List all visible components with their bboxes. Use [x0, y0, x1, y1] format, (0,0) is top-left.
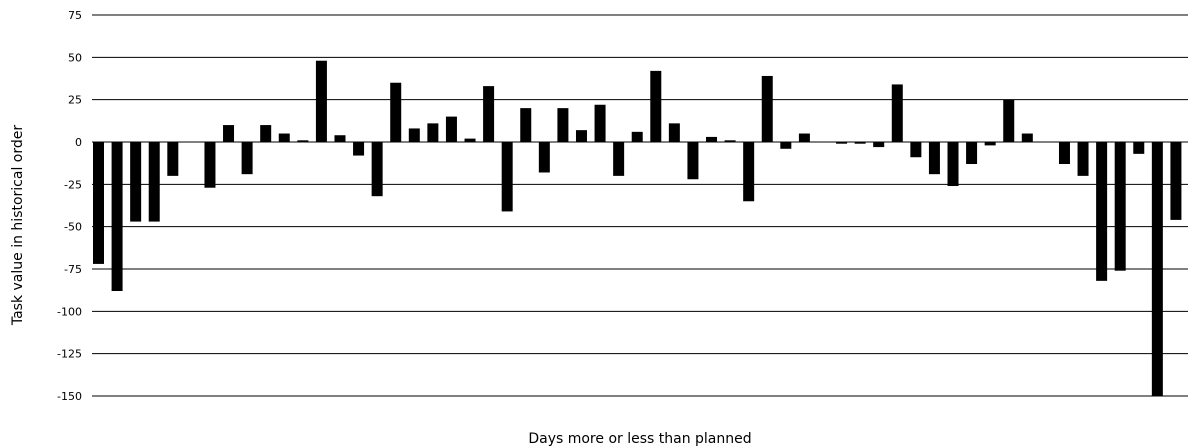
y-tick-label: -25: [64, 178, 82, 191]
bar: [464, 138, 476, 142]
bar: [984, 142, 996, 146]
bar: [650, 70, 662, 142]
bar: [223, 125, 235, 142]
bar: [1021, 133, 1033, 142]
bar: [1133, 142, 1145, 154]
bar: [854, 142, 866, 144]
bar: [928, 142, 940, 175]
bar: [445, 116, 457, 142]
bar: [427, 123, 439, 142]
bar: [1151, 142, 1163, 396]
bar: [1003, 99, 1015, 142]
bar: [966, 142, 978, 165]
bar: [371, 142, 383, 197]
bar: [278, 133, 290, 142]
y-axis-title: Task value in historical order: [10, 125, 26, 327]
y-tick-label: -100: [57, 305, 82, 318]
bar: [204, 142, 216, 188]
bar: [724, 140, 736, 142]
bar: [836, 142, 848, 144]
bar: [891, 84, 903, 142]
bar: [780, 142, 792, 149]
bar: [148, 142, 160, 222]
bar: [93, 142, 104, 264]
bar: [761, 75, 773, 142]
y-tick-label: 75: [68, 9, 82, 22]
y-tick-label: -125: [57, 348, 82, 361]
bar: [594, 104, 606, 142]
bar: [408, 128, 420, 142]
bars: [93, 60, 1182, 396]
bar: [390, 82, 402, 142]
bar: [1058, 142, 1070, 165]
bar: [501, 142, 513, 212]
y-tick-label: 0: [75, 136, 82, 149]
gridlines: [92, 14, 1188, 397]
bar: [260, 125, 272, 142]
bar: [1077, 142, 1089, 176]
bar: [1096, 142, 1108, 281]
x-axis-title: Days more or less than planned: [528, 431, 751, 447]
bar: [353, 142, 365, 156]
bar: [334, 135, 346, 142]
y-tick-label: -50: [64, 221, 82, 234]
bar: [668, 123, 680, 142]
y-tick-label: 25: [68, 94, 82, 107]
y-tick-label: 50: [68, 51, 82, 64]
bar: [130, 142, 142, 222]
bar: [873, 142, 885, 148]
y-tick-label: -75: [64, 263, 82, 276]
bar: [631, 131, 643, 142]
bar: [1114, 142, 1126, 271]
bar: [520, 108, 532, 142]
y-tick-label: -150: [57, 390, 82, 403]
bar: [111, 142, 123, 292]
bar: [575, 130, 587, 142]
bar: [706, 136, 718, 142]
y-tick-labels: 75 50 25 0 -25 -50 -75 -100 -125 -150: [57, 9, 82, 403]
bar: [167, 142, 179, 176]
bar: [557, 108, 569, 142]
bar: [743, 142, 755, 202]
bar: [798, 133, 810, 142]
bar: [483, 86, 495, 142]
bar: [910, 142, 922, 158]
bar: [613, 142, 625, 176]
bar: [1170, 142, 1182, 220]
bar: [687, 142, 699, 180]
bar: [241, 142, 253, 175]
bar: [538, 142, 550, 173]
bar: [315, 60, 327, 142]
bar: [947, 142, 959, 187]
bar: [297, 140, 309, 142]
